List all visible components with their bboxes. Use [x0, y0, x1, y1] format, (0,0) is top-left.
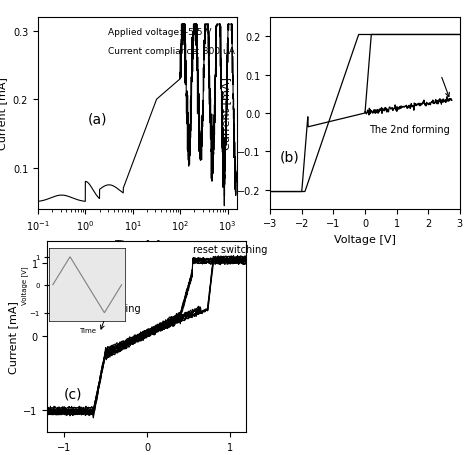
Y-axis label: Current [mA]: Current [mA]: [221, 77, 231, 150]
Text: (c): (c): [64, 387, 82, 401]
Text: set switching: set switching: [76, 303, 141, 329]
Text: The 2nd forming: The 2nd forming: [369, 125, 449, 135]
Text: Current compliance: 300 uA: Current compliance: 300 uA: [108, 47, 235, 56]
Text: (b): (b): [280, 151, 300, 165]
Text: reset switching: reset switching: [192, 244, 267, 261]
X-axis label: Time [s]: Time [s]: [115, 238, 160, 248]
Text: (a): (a): [88, 112, 107, 126]
Text: Applied voltage: -5.5 V: Applied voltage: -5.5 V: [108, 28, 211, 37]
Y-axis label: Current [mA]: Current [mA]: [0, 77, 7, 150]
X-axis label: Voltage [V]: Voltage [V]: [334, 234, 396, 244]
Y-axis label: Current [mA]: Current [mA]: [8, 300, 18, 373]
